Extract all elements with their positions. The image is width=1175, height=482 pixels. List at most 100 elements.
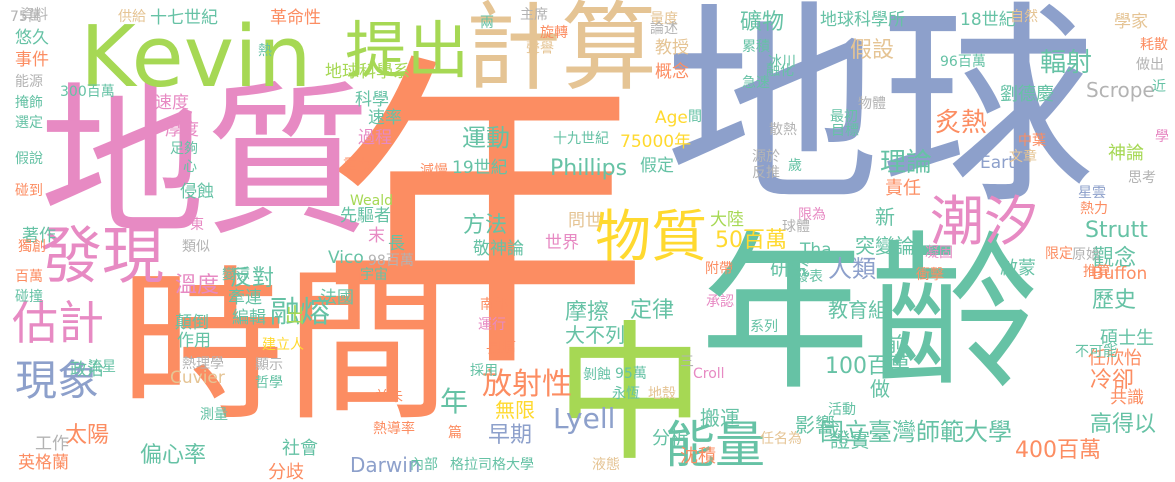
word-18-32: 18世紀 <box>960 10 1016 30</box>
word-cjk-53: 突變論 <box>855 234 915 258</box>
word-cjk-78: 牽連 <box>228 288 262 308</box>
word-75000-110: 75000年 <box>620 132 692 152</box>
word-cjk-196: 三 <box>680 354 694 370</box>
word-cjk-45: 冷卻 <box>1090 368 1135 393</box>
word-scrope-49: Scrope <box>1086 78 1155 102</box>
word-cjk-156: 耗散 <box>1140 37 1168 53</box>
word-cjk-0: 年 <box>320 28 650 412</box>
word-cjk-167: 物體 <box>858 96 886 112</box>
word-age-111: Age <box>655 108 688 128</box>
word-cjk-73: 英格蘭 <box>18 453 69 473</box>
word-phillips-23: Phillips <box>550 156 628 181</box>
word-75-199: 75萬 <box>10 9 42 25</box>
word-cjk-76: 顛倒 <box>175 313 209 333</box>
word-cjk-122: 旋轉 <box>540 25 568 41</box>
word-cjk-116: 教授 <box>655 38 689 58</box>
word-cjk-146: 限定 <box>1045 246 1073 262</box>
word-cjk-71: 分歧 <box>268 462 304 482</box>
word-cjk-14: 現象 <box>15 356 100 405</box>
word-cjk-149: 衝擊 <box>916 267 944 283</box>
word-cjk-173: 承認 <box>706 294 734 310</box>
word-weald-105: Weald <box>350 193 393 209</box>
word-cjk-176: 地殼 <box>648 386 676 402</box>
word-cjk-93: 資料 <box>20 7 48 23</box>
word-cjk-10: 物質 <box>595 205 707 270</box>
word-cjk-125: 能源 <box>15 74 43 90</box>
word-cjk-30: 礦物 <box>740 10 785 35</box>
word-buffon-89: Buffon <box>1092 264 1148 284</box>
word-cjk-77: 編輯 <box>232 308 266 328</box>
word-cjk-40: 觀念 <box>1092 246 1137 271</box>
word-cjk-41: 歷史 <box>1092 288 1137 313</box>
word-cjk-85: 敬神論 <box>473 239 524 259</box>
word-cjk-118: 累積 <box>742 39 770 55</box>
word-cjk-9: 提出 <box>345 14 470 87</box>
word-lyell-17: Lyell <box>553 402 616 435</box>
word-cjk-59: 證實 <box>830 428 870 452</box>
word-cjk-50: 劉德慶 <box>1000 84 1054 105</box>
word-cjk-56: 做 <box>870 377 890 401</box>
word-earth-113: Earth <box>980 153 1026 173</box>
word-cjk-34: 革命性 <box>270 8 321 28</box>
word-300-114: 300百萬 <box>60 84 115 100</box>
word-cjk-74: 政治 <box>70 360 104 380</box>
word-cjk-137: 哲學 <box>255 375 283 391</box>
word-cjk-55: 新 <box>875 205 895 229</box>
word-cjk-5: 中 <box>555 308 706 482</box>
word-cjk-127: 選定 <box>15 115 43 131</box>
word-cjk-117: 概念 <box>655 62 689 82</box>
word-cjk-163: 歲 <box>788 158 802 174</box>
word-cjk-159: 限為 <box>798 207 826 223</box>
word-19-109: 19世紀 <box>452 158 508 178</box>
word-tha-88: Tha <box>800 240 832 260</box>
word-cjk-24: 運動 <box>462 124 510 152</box>
word-cjk-158: 文章 <box>1009 149 1037 165</box>
word-cjk-13: 估計 <box>12 296 104 350</box>
word-cjk-151: 星雲 <box>1078 185 1106 201</box>
word-cjk-183: 南部 <box>480 297 508 313</box>
word-cjk-193: 減慢 <box>420 163 448 179</box>
word-cjk-134: 測量 <box>200 407 228 423</box>
word-cjk-44: 研究 <box>770 256 810 280</box>
word-cjk-103: 侵蝕 <box>180 182 214 202</box>
word-cjk-197: 間 <box>688 109 702 125</box>
word-cjk-97: 科學 <box>355 90 389 110</box>
word-cjk-81: 法國 <box>320 288 354 308</box>
word-cjk-37: 偏心率 <box>140 443 207 468</box>
word-cjk-169: 急速 <box>742 75 770 91</box>
word-cjk-171: 發表 <box>795 269 823 285</box>
word-cjk-62: 早期 <box>488 423 533 448</box>
word-cjk-161: 源於 <box>752 149 780 165</box>
word-cjk-19: 國立臺灣師範大學 <box>820 418 1012 446</box>
word-cjk-86: 問世 <box>568 211 602 231</box>
word-cjk-162: 反推 <box>752 165 780 181</box>
word-vico-82: Vico <box>328 248 364 268</box>
word-cjk-123: 兩 <box>480 15 494 31</box>
word-cjk-4: 時間 <box>120 251 450 443</box>
word-cjk-46: 高得以 <box>1090 412 1157 437</box>
word-cjk-108: 十九世紀 <box>553 131 609 147</box>
word-cjk-65: 摩擦 <box>565 300 610 325</box>
word-cjk-155: 做出 <box>1136 57 1164 73</box>
word-cjk-195: 篇 <box>448 425 462 441</box>
word-cjk-174: 系列 <box>750 319 778 335</box>
word-cjk-68: 搬運 <box>700 406 740 430</box>
word-croll-175: Croll <box>693 366 725 382</box>
word-darwin-69: Darwin <box>350 453 421 477</box>
word-cjk-180: 長期 <box>486 341 514 357</box>
word-cjk-187: 變涼 <box>222 267 250 283</box>
word-cjk-121: 主席 <box>520 7 548 23</box>
word-cjk-6: 計算 <box>465 0 657 104</box>
word-cjk-112: 假定 <box>640 156 674 176</box>
word-cjk-26: 理論 <box>880 148 933 178</box>
word-cjk-70: 社會 <box>282 438 318 459</box>
word-cjk-135: 熱導率 <box>373 421 415 437</box>
word-cjk-184: 自信 <box>488 339 516 355</box>
word-cjk-12: 能量 <box>665 416 765 474</box>
word-cjk-36: 太陽 <box>65 423 110 448</box>
word-cjk-79: 出 <box>285 303 305 327</box>
word-cjk-147: 不可能 <box>1075 344 1117 360</box>
word-cjk-58: 教育組 <box>828 298 888 322</box>
word-cjk-142: 任名為 <box>760 431 802 447</box>
